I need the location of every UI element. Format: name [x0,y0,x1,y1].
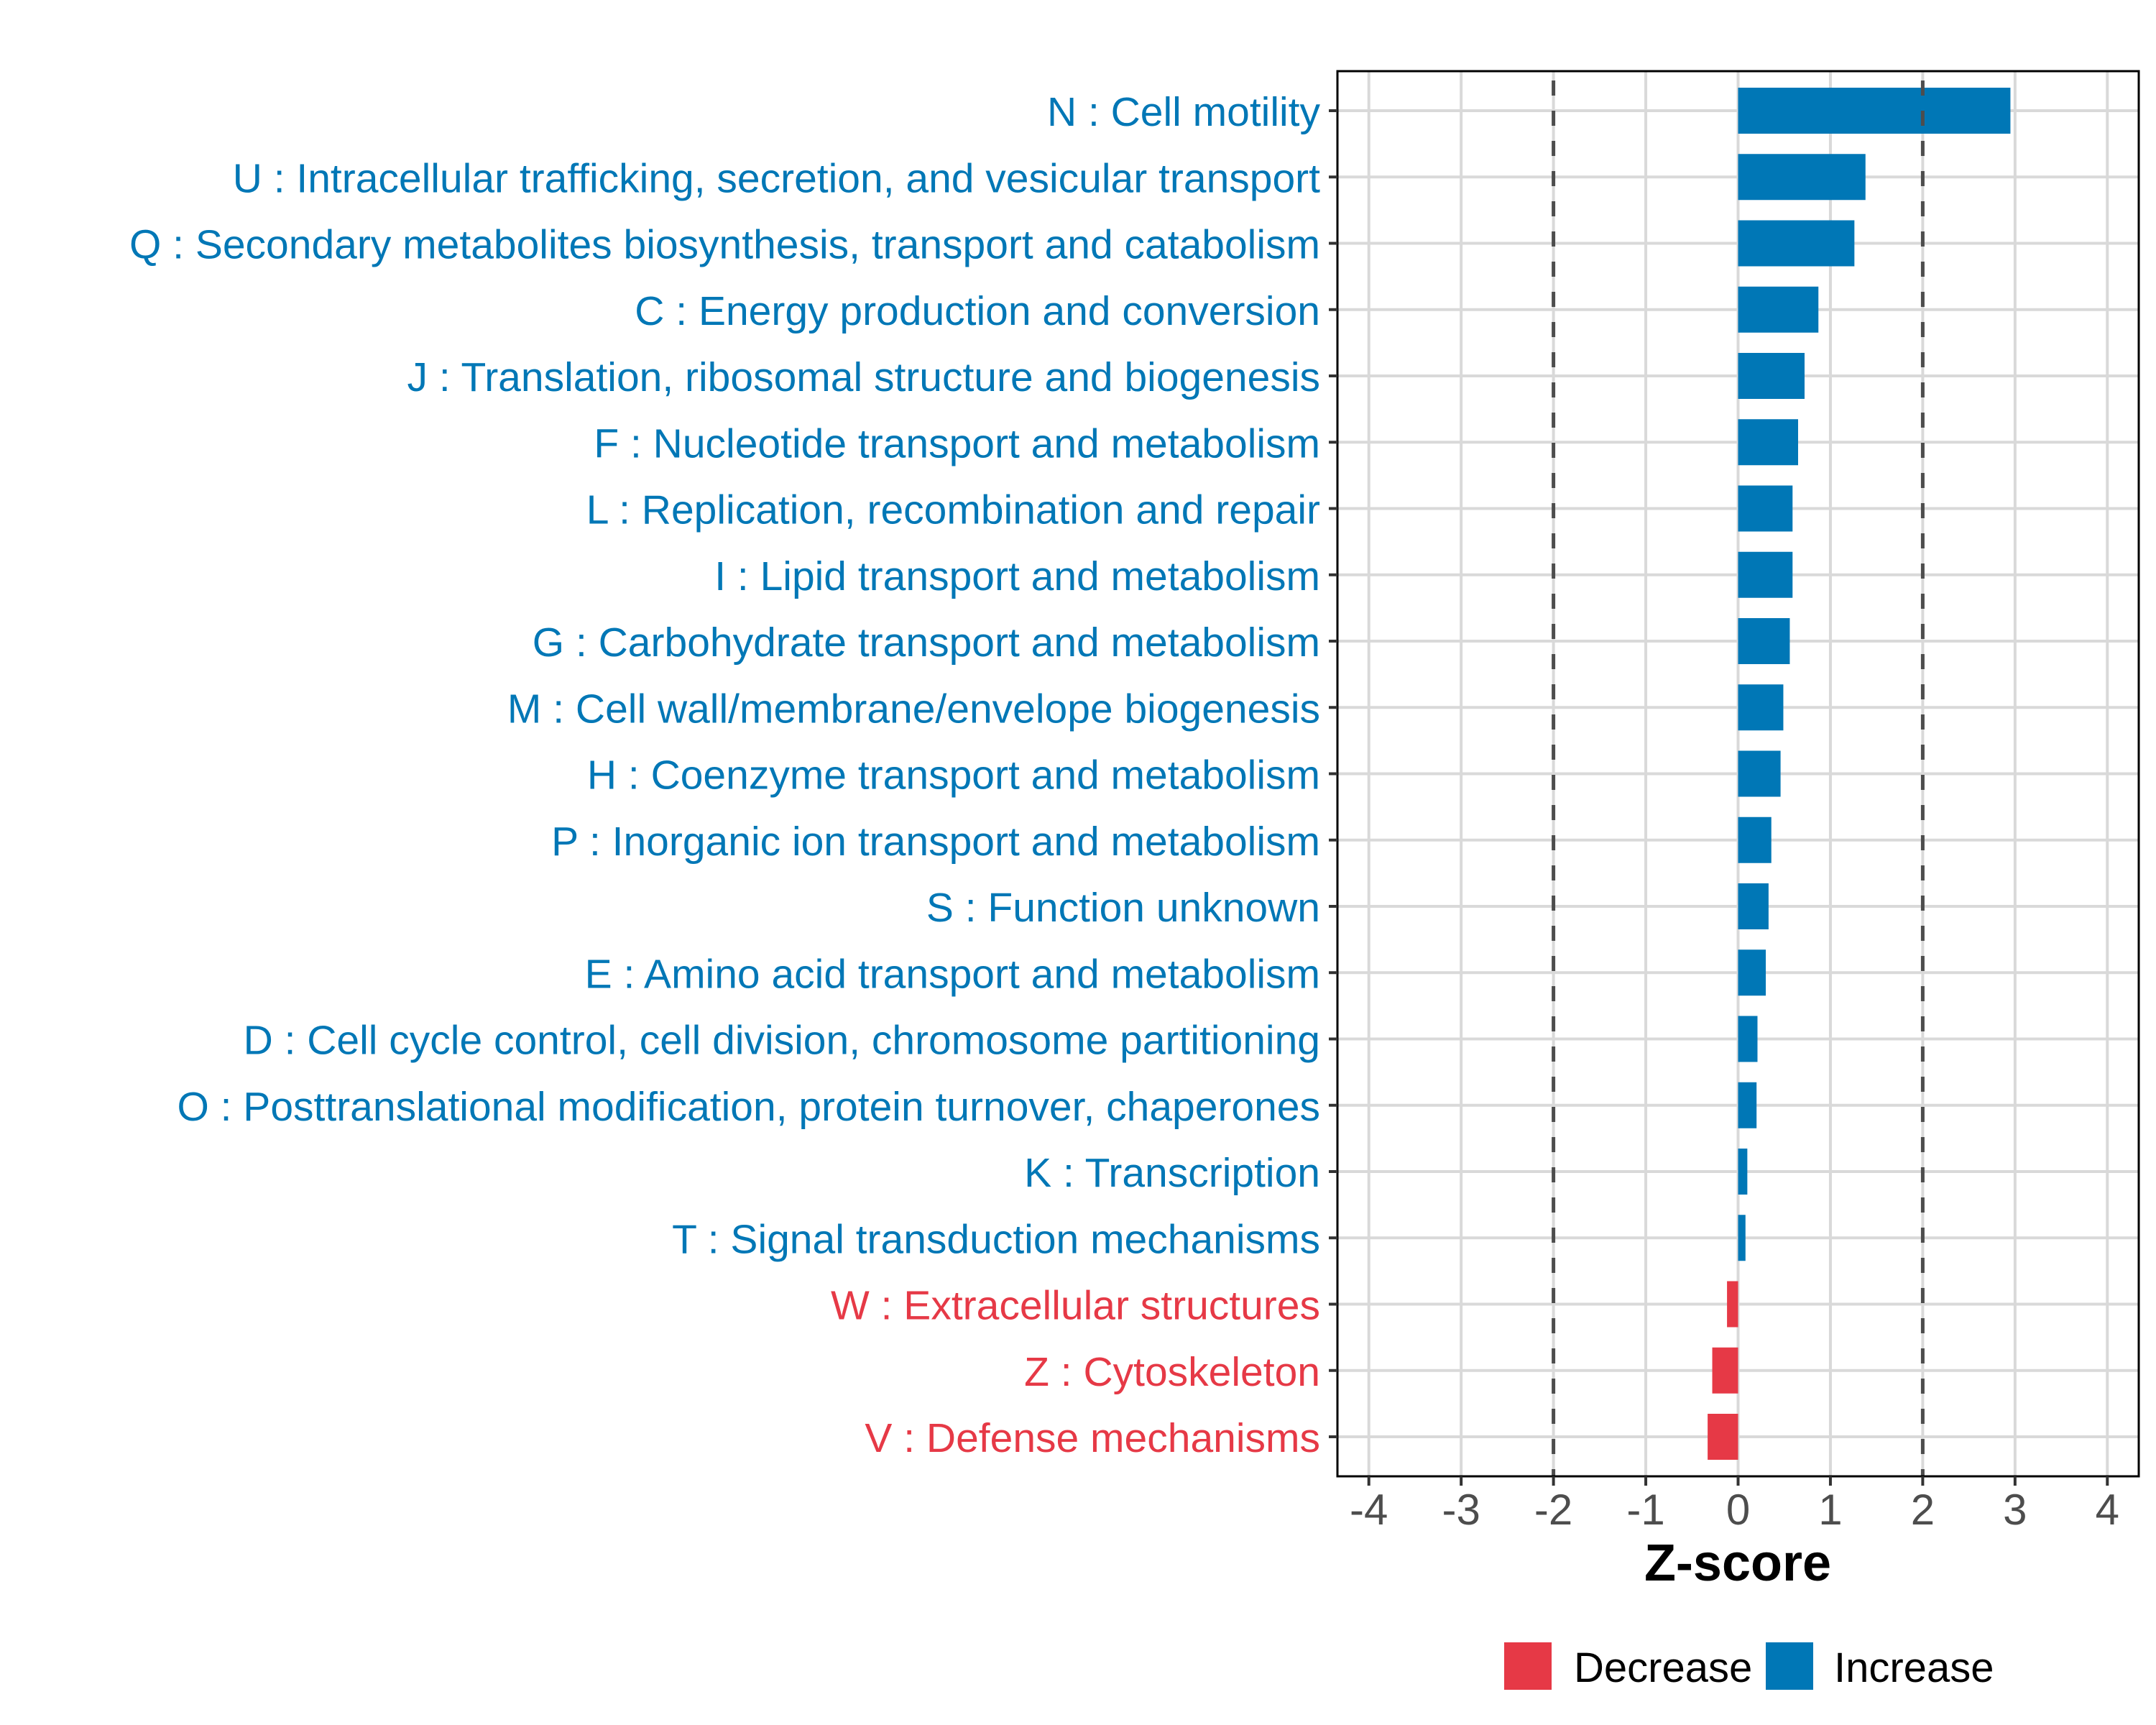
x-tick-label: -3 [1442,1486,1480,1534]
bar [1738,88,2011,134]
bar [1738,618,1790,664]
category-label: O : Posttranslational modification, prot… [177,1084,1320,1130]
bar [1738,883,1769,929]
bar [1738,353,1805,399]
bar [1738,1082,1757,1128]
x-tick-label: 2 [1911,1486,1935,1534]
bar [1738,1149,1748,1195]
category-label: Q : Secondary metabolites biosynthesis, … [129,222,1320,268]
bars [1708,88,2011,1460]
bar [1738,419,1798,466]
x-tick-label: 3 [2003,1486,2027,1534]
x-axis-title: Z-score [1644,1535,1831,1592]
x-tick-label: 4 [2096,1486,2119,1534]
category-label: E : Amino acid transport and metabolism [585,951,1320,997]
bar [1738,286,1819,333]
x-tick-label: -4 [1350,1486,1388,1534]
category-label: L : Replication, recombination and repai… [586,487,1320,533]
bar [1712,1347,1738,1394]
category-label: D : Cell cycle control, cell division, c… [244,1018,1320,1064]
y-axis: N : Cell motility U : Intracellular traff… [129,89,1337,1461]
bar [1738,485,1793,532]
bar [1738,816,1772,863]
category-label: Z : Cytoskeleton [1024,1349,1320,1395]
x-tick-label: -2 [1534,1486,1572,1534]
category-label: I : Lipid transport and metabolism [714,553,1320,599]
x-tick-label: -1 [1626,1486,1664,1534]
bar [1738,1016,1758,1062]
category-label: H : Coenzyme transport and metabolism [587,753,1320,799]
legend-key-increase [1766,1642,1813,1690]
category-label: V : Defense mechanisms [865,1415,1320,1461]
bar [1738,684,1784,731]
bar [1738,220,1855,267]
category-label: G : Carbohydrate transport and metabolis… [533,620,1320,666]
category-label: N : Cell motility [1047,89,1321,135]
category-label: U : Intracellular trafficking, secretion… [233,155,1320,201]
bar [1708,1414,1738,1460]
bar [1738,949,1766,996]
category-label: K : Transcription [1024,1150,1320,1196]
category-label: C : Energy production and conversion [635,288,1320,334]
legend-key-decrease [1504,1642,1552,1690]
bar [1738,750,1781,797]
threshold-lines [1552,71,1925,1476]
category-label: J : Translation, ribosomal structure and… [407,354,1320,400]
x-tick-label: 0 [1726,1486,1750,1534]
category-label: T : Signal transduction mechanisms [672,1216,1320,1262]
category-label: S : Function unknown [926,885,1320,931]
bar [1738,551,1793,598]
bar [1738,154,1866,201]
category-label: P : Inorganic ion transport and metaboli… [551,819,1320,865]
category-label: F : Nucleotide transport and metabolism [594,420,1320,466]
bar [1727,1281,1738,1328]
legend-label-decrease: Decrease [1574,1644,1752,1691]
bar [1738,1215,1746,1261]
x-tick-label: 1 [1818,1486,1842,1534]
x-axis: -4 -3 -2 -1 0 1 2 3 4 [1350,1476,2119,1534]
legend-label-increase: Increase [1834,1644,1994,1691]
category-label: M : Cell wall/membrane/envelope biogenes… [507,686,1320,732]
category-label: W : Extracellular structures [831,1283,1320,1329]
legend: Decrease Increase [1504,1642,1994,1691]
